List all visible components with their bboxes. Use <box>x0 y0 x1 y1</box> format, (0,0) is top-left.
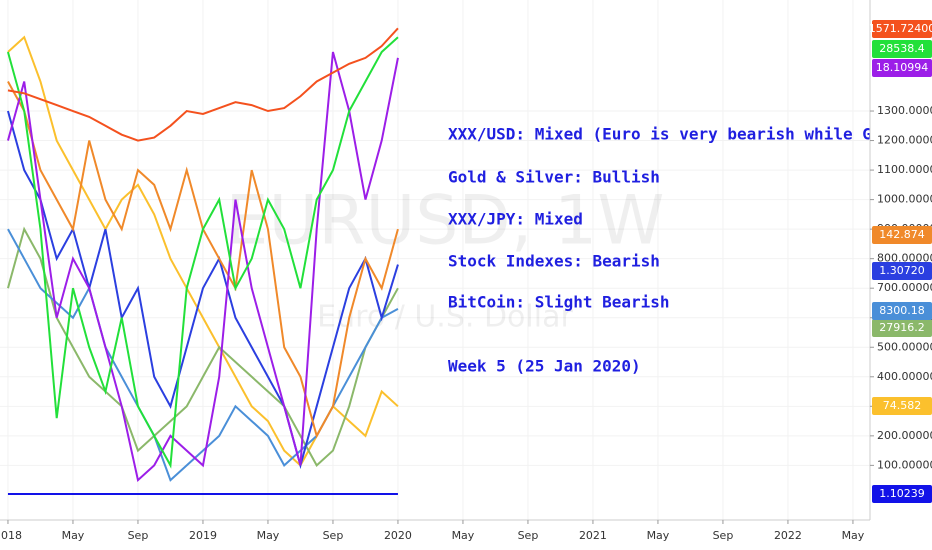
x-tick-label: Sep <box>518 529 539 542</box>
price-label-box <box>872 485 932 503</box>
annotation: Week 5 (25 Jan 2020) <box>448 357 641 376</box>
x-tick-label: 2020 <box>384 529 412 542</box>
y-tick-label: 1000.00000 <box>877 193 932 206</box>
price-label-box <box>872 20 932 38</box>
x-tick-label: Sep <box>713 529 734 542</box>
x-tick-label: Sep <box>128 529 149 542</box>
x-tick-label: May <box>62 529 85 542</box>
price-label-box <box>872 319 932 337</box>
price-label-box <box>872 40 932 58</box>
price-label-box <box>872 397 932 415</box>
x-tick-label: 2021 <box>579 529 607 542</box>
annotation: Stock Indexes: Bearish <box>448 252 660 271</box>
series-line <box>7 27 399 142</box>
y-tick-label: 800.00000 <box>877 252 932 265</box>
watermark-subtitle: Euro / U.S. Dollar <box>317 300 573 335</box>
x-tick-label: May <box>647 529 670 542</box>
series-line <box>6 226 399 467</box>
annotation: BitCoin: Slight Bearish <box>448 293 670 312</box>
series-line <box>6 51 399 483</box>
y-tick-label: 100.00000 <box>877 458 932 471</box>
y-tick-label: 1300.00000 <box>877 104 932 117</box>
x-tick-label: 2019 <box>189 529 217 542</box>
annotation: XXX/JPY: Mixed <box>448 210 583 229</box>
y-tick-label: 1100.00000 <box>877 163 932 176</box>
x-tick-label: 2018 <box>0 529 22 542</box>
series-line <box>6 36 399 469</box>
x-tick-label: Sep <box>323 529 344 542</box>
grid <box>0 0 870 520</box>
x-tick-label: 2022 <box>774 529 802 542</box>
y-tick-label: 400.00000 <box>877 370 932 383</box>
price-label-box <box>872 302 932 320</box>
plot-area: EURUSD, 1W Euro / U.S. Dollar XXX/USD: M… <box>0 0 882 520</box>
price-label: 142.874 <box>879 228 925 241</box>
y-tick-label: 700.00000 <box>877 281 932 294</box>
y-tick-label: 500.00000 <box>877 340 932 353</box>
x-tick-label: May <box>452 529 475 542</box>
watermark: EURUSD, 1W <box>225 182 664 261</box>
price-label: 1571.72400 <box>869 22 932 35</box>
price-label: 1.10239 <box>879 487 925 500</box>
price-label: 28538.4 <box>879 42 925 55</box>
price-label-box <box>872 59 932 77</box>
y-tick-label: 200.00000 <box>877 429 932 442</box>
price-label-box <box>872 262 932 280</box>
price-label: 18.10994 <box>876 61 929 74</box>
x-tick-label: May <box>257 529 280 542</box>
annotation: Gold & Silver: Bullish <box>448 168 660 187</box>
annotation: XXX/USD: Mixed (Euro is very bearish whi… <box>448 125 882 144</box>
price-label-box <box>872 226 932 244</box>
x-tick-label: May <box>842 529 865 542</box>
price-label: 8300.18 <box>879 304 925 317</box>
y-tick-label: 1200.00000 <box>877 134 932 147</box>
price-label: 74.582 <box>883 399 922 412</box>
price-label: 27916.2 <box>879 321 925 334</box>
price-label: 1.30720 <box>879 264 925 277</box>
